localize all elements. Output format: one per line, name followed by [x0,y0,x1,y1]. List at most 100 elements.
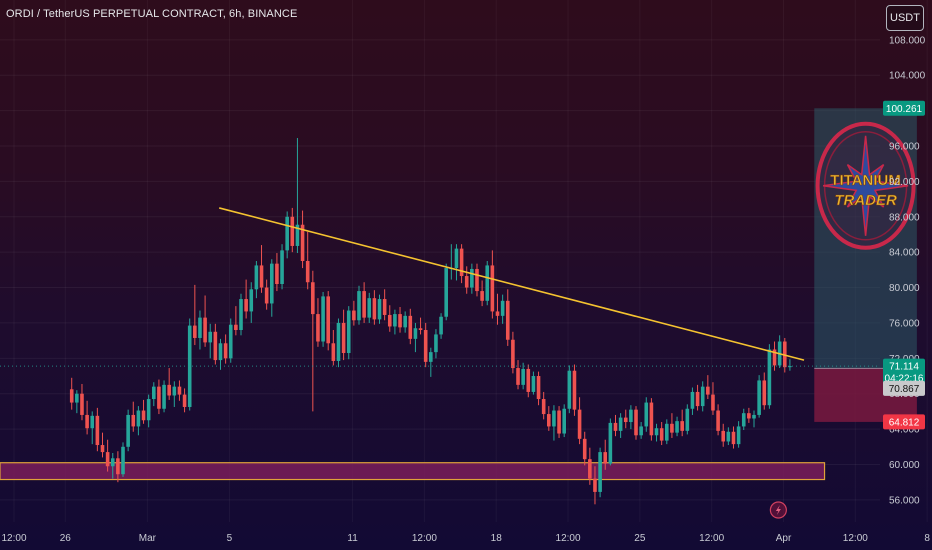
candle-body [408,315,413,339]
candle-body [90,415,95,429]
candle-body [182,394,187,407]
candle-body [516,368,520,385]
candle [311,270,315,412]
candle-body [511,339,515,369]
candle-body [326,296,331,344]
candle-body [203,317,207,343]
candle-body [372,298,377,320]
target-price-badge: 100.261 [883,100,925,116]
candle-body [239,299,243,331]
candle [336,318,341,368]
candle-body [249,289,254,312]
candle [475,263,479,297]
candle-body [295,224,300,246]
candle-body [536,376,541,400]
logo-text-titanium: TITANIUM [830,172,901,189]
candle [772,341,777,371]
time-tick-label: 25 [634,533,646,544]
candle [716,404,720,436]
candle-body [454,248,459,269]
candle [654,423,659,442]
candle [623,409,628,429]
price-tick-label: 64.000 [889,425,920,436]
candle-body [423,330,428,362]
candle [105,439,110,472]
logo-compass-star [822,135,909,236]
candle [639,422,643,439]
symbol-title[interactable]: ORDI / TetherUS PERPETUAL CONTRACT, 6h, … [6,8,298,20]
candle [418,317,423,335]
candle-body [413,328,418,339]
candle [670,413,674,438]
candle-body [95,415,100,446]
candle-body [110,458,115,467]
candle-body [444,268,449,317]
candle-body [577,409,582,439]
candle-body [695,391,700,407]
candle [731,426,736,449]
candle-body [269,263,274,304]
candle [470,263,474,294]
candle-body [475,268,479,292]
candle [454,244,459,281]
price-tick-label: 104.000 [889,71,926,82]
candle-body [706,386,710,395]
candle [357,285,361,325]
logo-text-trader: TRADER [834,192,897,209]
candle [316,298,320,347]
candle [75,390,79,414]
candle [511,331,515,374]
candle [285,211,289,259]
candle [90,411,95,445]
candle [362,282,366,323]
candle-body [341,322,346,354]
candle [208,323,213,359]
candle [788,359,792,371]
candle [557,406,561,438]
stop-price-badge-text: 64.812 [889,417,920,428]
candle [300,210,305,269]
candle [182,388,187,413]
candle [326,291,331,351]
candle-body [116,458,120,475]
candle-body [464,276,469,288]
candle [634,406,638,440]
candle-body [218,343,223,361]
currency-button[interactable]: USDT [886,5,924,31]
candle-body [613,422,618,431]
candle [157,379,161,415]
candle [146,394,151,428]
entry-price-badge-text: 70.867 [889,384,920,395]
candle [162,380,166,413]
candle [588,447,592,485]
candle [444,263,449,321]
candle-body [198,317,202,338]
candle [382,289,387,321]
candle-body [177,386,182,395]
candle-body [254,265,259,290]
candle [485,261,490,306]
candle-body [500,300,505,316]
candle [110,452,115,479]
candle [603,439,608,470]
candle [685,404,690,435]
candle [752,410,756,428]
candle [439,313,443,339]
candle [767,344,772,409]
candle [429,347,433,377]
current-price-badge-text: 04:22:16 [885,374,924,385]
candle-body [716,410,720,431]
candle-body [557,410,561,434]
candle-body [659,428,664,441]
candle [403,311,407,333]
candle [747,407,751,423]
candle-body [654,428,659,436]
candle-body [105,452,110,467]
candle-body [403,315,407,328]
candle-body [736,426,741,445]
time-tick-label: 11 [347,533,358,544]
candles-group [69,138,792,505]
candle-body [685,408,690,431]
candle [762,372,767,410]
